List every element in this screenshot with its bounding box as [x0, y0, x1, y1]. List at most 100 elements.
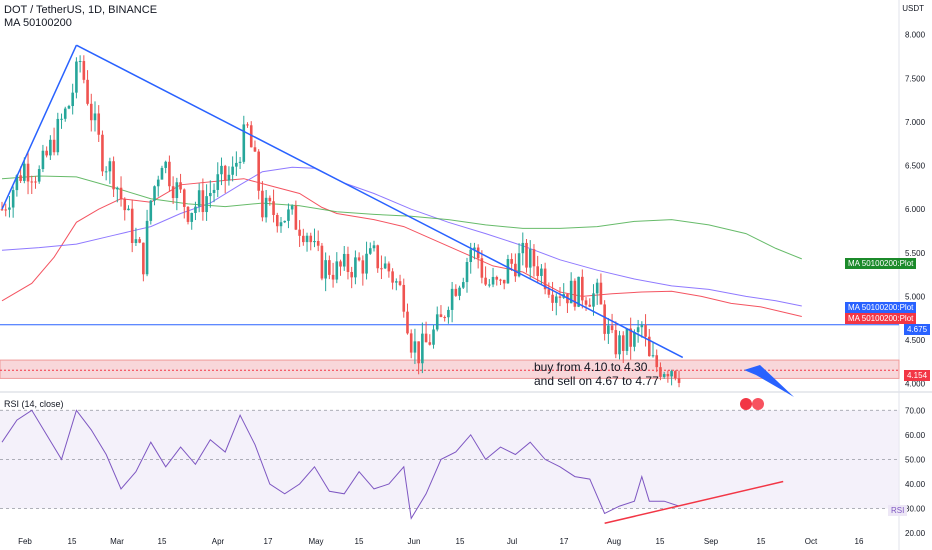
ma50-tag: MA 50100200:Plot — [845, 313, 917, 324]
candle-body — [554, 296, 558, 303]
candle-body — [175, 182, 179, 199]
candle-body — [495, 276, 499, 280]
candle-body — [272, 201, 275, 215]
candle-body — [235, 162, 238, 167]
candle-body — [116, 187, 119, 190]
candle-body — [89, 103, 93, 121]
candle-body — [640, 325, 644, 328]
time-tick-label: Jul — [507, 537, 517, 546]
candle-body — [108, 161, 112, 172]
candle-body — [160, 167, 164, 180]
time-tick-label: May — [308, 537, 323, 546]
candle-body — [488, 284, 491, 286]
candle-body — [209, 193, 212, 197]
candle-body — [599, 282, 603, 305]
candle-body — [123, 198, 127, 211]
candle-body — [149, 200, 153, 221]
candle-body — [569, 280, 573, 304]
candle-body — [603, 304, 606, 334]
candle-body — [588, 304, 592, 307]
candle-body — [391, 271, 394, 283]
candle-body — [15, 175, 19, 191]
candle-body — [480, 258, 484, 278]
candle-body — [540, 268, 543, 276]
candle-body — [130, 208, 134, 243]
candle-body — [231, 166, 234, 175]
candle-body — [435, 314, 439, 330]
candle-body — [532, 249, 536, 267]
time-tick-label: Aug — [607, 537, 621, 546]
candle-body — [506, 259, 510, 284]
candle-body — [112, 161, 115, 190]
candle-body — [11, 190, 15, 208]
candle-body — [71, 92, 74, 107]
candle-body — [368, 248, 372, 254]
event-icon — [740, 398, 752, 410]
time-tick-label: Feb — [18, 537, 32, 546]
candle-body — [625, 328, 629, 351]
price-tick-label: 7.500 — [905, 74, 926, 83]
candle-body — [499, 279, 502, 281]
candle-body — [298, 229, 301, 236]
candle-body — [227, 174, 231, 181]
candle-body — [402, 284, 406, 312]
candle-body — [179, 182, 182, 190]
candle-body — [361, 260, 365, 274]
candle-body — [34, 181, 37, 183]
time-tick-label: 15 — [456, 537, 465, 546]
candle-body — [395, 281, 398, 283]
candle-body — [56, 118, 60, 153]
candle-body — [674, 371, 677, 379]
candle-body — [528, 249, 532, 268]
annotation-buy: buy from 4.10 to 4.30 — [534, 360, 648, 374]
candle-body — [350, 271, 353, 278]
candle-body — [242, 124, 246, 162]
candle-body — [666, 374, 670, 377]
candle-body — [398, 281, 402, 285]
candle-body — [97, 113, 101, 135]
candle-body — [246, 124, 249, 126]
chart-title: DOT / TetherUS, 1D, BINANCE — [4, 4, 158, 16]
candle-body — [621, 335, 625, 351]
candle-body — [249, 125, 253, 148]
rsi-line — [1, 409, 680, 520]
candle-body — [461, 282, 465, 288]
candle-body — [607, 325, 610, 334]
candle-body — [201, 190, 205, 213]
annotation-sell: and sell on 4.67 to 4.77 — [534, 374, 659, 388]
candle-body — [153, 186, 156, 201]
candle-body — [636, 327, 640, 333]
candle-body — [458, 287, 461, 296]
time-tick-label: 15 — [656, 537, 665, 546]
candle-body — [547, 289, 551, 295]
candle-body — [4, 209, 8, 211]
candle-body — [313, 240, 316, 243]
candle-body — [316, 240, 320, 246]
candle-body — [320, 245, 324, 279]
candle-body — [447, 309, 450, 318]
time-tick-label: Sep — [704, 537, 719, 546]
candle-body — [670, 371, 673, 377]
candle-body — [171, 186, 175, 199]
candle-body — [633, 332, 636, 347]
indicator-label: MA 50100200 — [4, 17, 72, 29]
candle-body — [521, 242, 525, 254]
candle-body — [417, 341, 420, 364]
candle-body — [342, 253, 346, 267]
arrow-icon — [744, 365, 794, 397]
candle-body — [41, 150, 45, 170]
time-tick-label: 16 — [855, 537, 864, 546]
candle-body — [283, 220, 287, 223]
rsi-tick-label: 70.00 — [905, 406, 926, 415]
rsi-tag: RSI — [888, 505, 908, 516]
candle-body — [372, 245, 376, 249]
candle-body — [197, 190, 201, 207]
rsi-trendline — [604, 480, 784, 524]
candle-body — [346, 253, 350, 272]
candle-body — [595, 282, 599, 294]
price-tick-label: 5.500 — [905, 249, 926, 258]
candle-body — [328, 260, 331, 275]
candle-body — [60, 118, 63, 120]
candle-body — [23, 163, 26, 181]
